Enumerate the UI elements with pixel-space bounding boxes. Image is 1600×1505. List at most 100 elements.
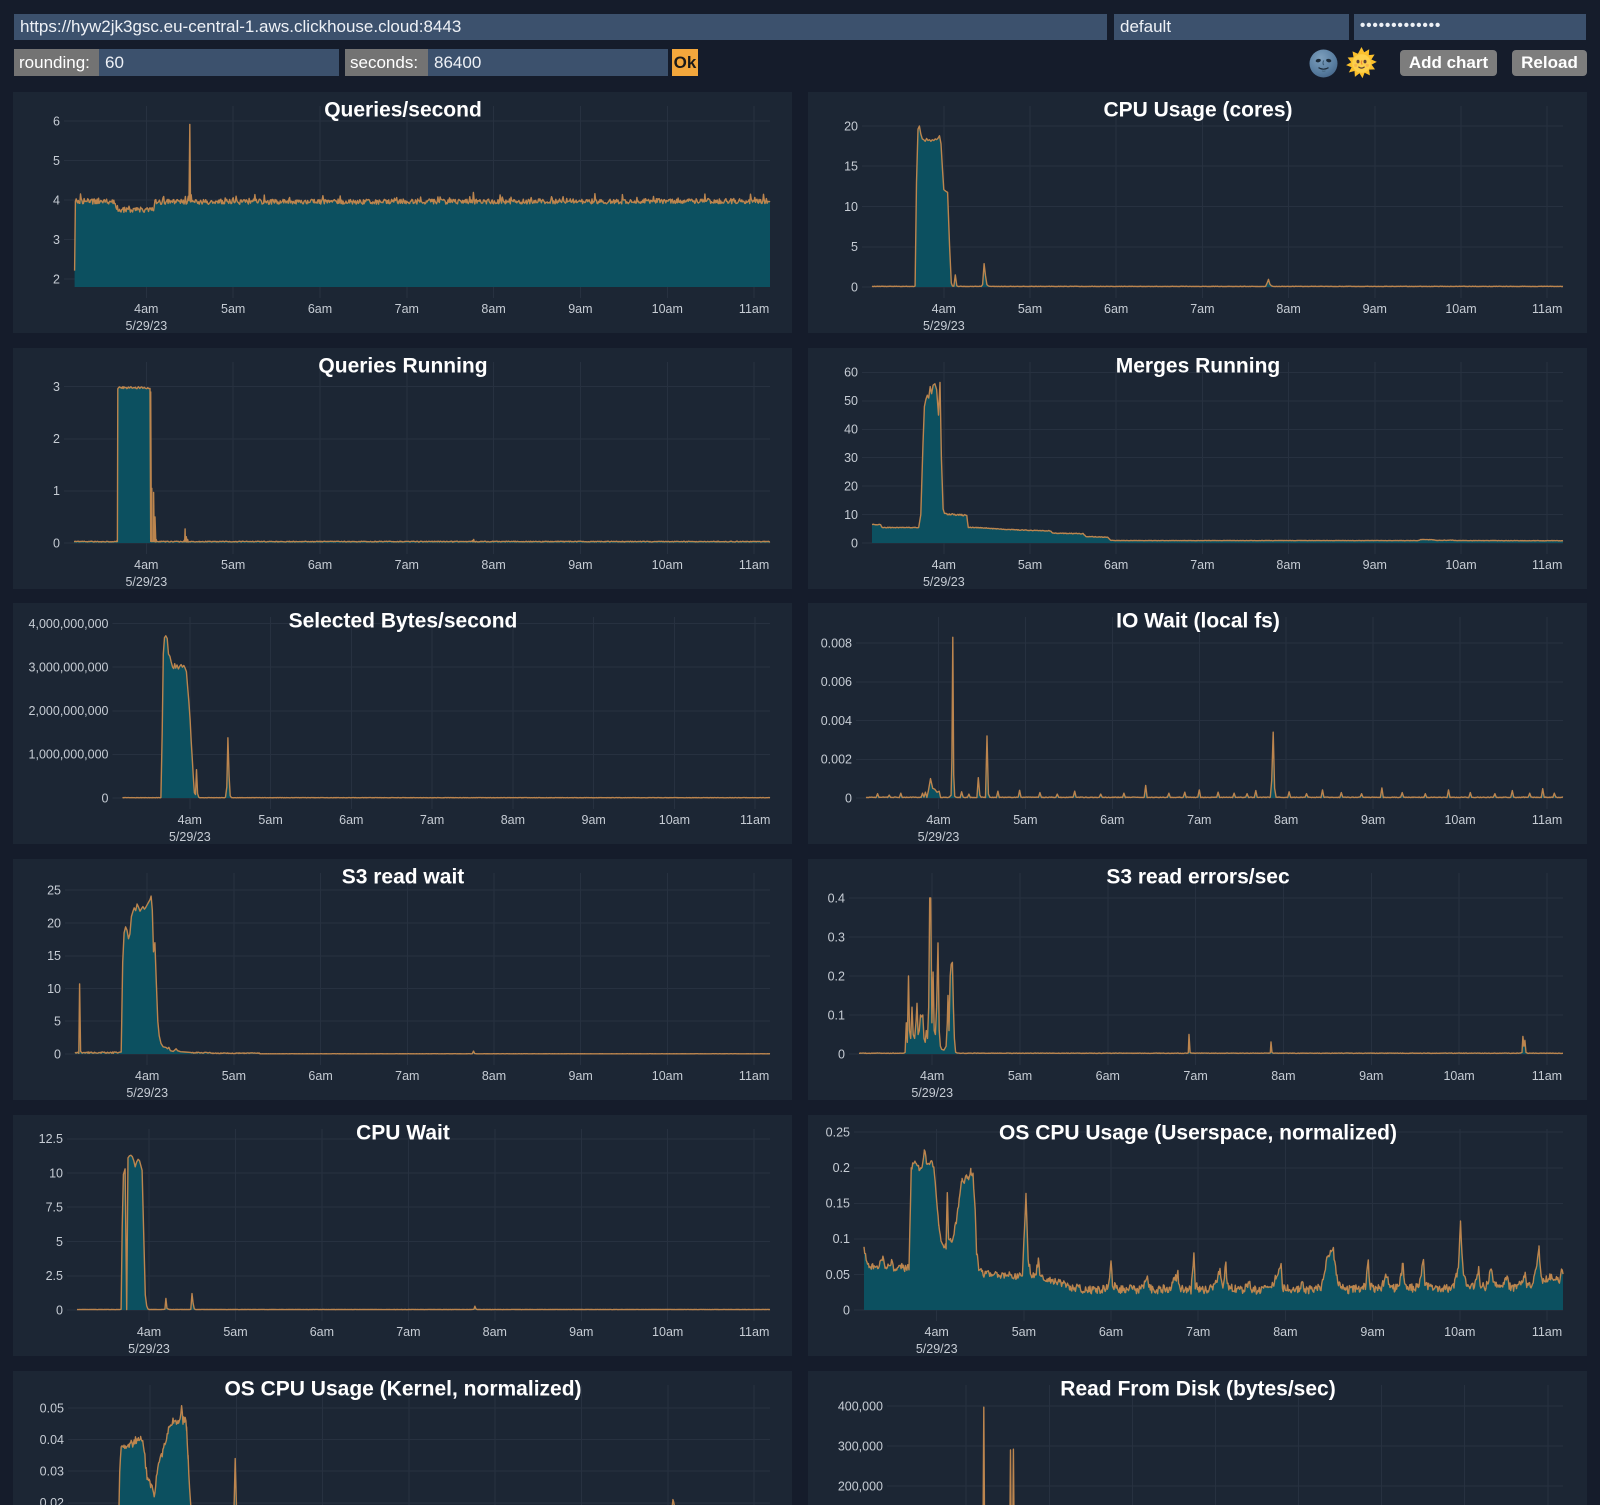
svg-text:S3 read errors/sec: S3 read errors/sec xyxy=(1106,866,1290,889)
svg-text:10am: 10am xyxy=(652,558,683,572)
svg-text:6am: 6am xyxy=(308,558,332,572)
svg-text:4am: 4am xyxy=(134,558,158,572)
svg-text:1,000,000,000: 1,000,000,000 xyxy=(29,748,109,762)
svg-text:0.02: 0.02 xyxy=(40,1496,64,1505)
svg-text:4am: 4am xyxy=(134,302,158,316)
svg-text:8am: 8am xyxy=(1274,813,1298,827)
svg-text:8am: 8am xyxy=(501,813,525,827)
svg-text:8am: 8am xyxy=(1276,558,1300,572)
svg-text:0.2: 0.2 xyxy=(833,1161,850,1175)
svg-text:0.15: 0.15 xyxy=(826,1197,850,1211)
svg-text:12.5: 12.5 xyxy=(39,1132,63,1146)
svg-text:0.2: 0.2 xyxy=(828,969,845,983)
svg-text:5am: 5am xyxy=(223,1325,247,1339)
svg-text:5: 5 xyxy=(54,1015,61,1029)
svg-text:15: 15 xyxy=(844,160,858,174)
svg-text:0: 0 xyxy=(851,536,858,550)
svg-text:5am: 5am xyxy=(1008,1069,1032,1083)
svg-text:2.5: 2.5 xyxy=(46,1269,63,1283)
svg-text:6am: 6am xyxy=(1100,813,1124,827)
svg-text:0.4: 0.4 xyxy=(828,891,845,905)
svg-text:6am: 6am xyxy=(1104,302,1128,316)
svg-text:11am: 11am xyxy=(1532,558,1562,572)
svg-text:5/29/23: 5/29/23 xyxy=(125,575,167,589)
svg-text:6am: 6am xyxy=(308,1069,332,1083)
svg-text:Queries Running: Queries Running xyxy=(318,355,487,378)
svg-text:7am: 7am xyxy=(1190,302,1214,316)
svg-text:0.05: 0.05 xyxy=(826,1268,850,1282)
svg-text:20: 20 xyxy=(844,479,858,493)
svg-text:10am: 10am xyxy=(652,1069,683,1083)
svg-text:5: 5 xyxy=(56,1235,63,1249)
svg-text:11am: 11am xyxy=(1532,813,1562,827)
svg-text:400,000: 400,000 xyxy=(838,1399,883,1413)
svg-text:40: 40 xyxy=(844,423,858,437)
svg-text:20: 20 xyxy=(844,119,858,133)
svg-text:9am: 9am xyxy=(568,558,592,572)
svg-text:9am: 9am xyxy=(569,1069,593,1083)
svg-text:4am: 4am xyxy=(137,1325,161,1339)
svg-text:10am: 10am xyxy=(1445,302,1476,316)
svg-text:0: 0 xyxy=(54,1047,61,1061)
svg-text:0: 0 xyxy=(838,1047,845,1061)
svg-text:7am: 7am xyxy=(1190,558,1214,572)
svg-text:8am: 8am xyxy=(1276,302,1300,316)
svg-text:5am: 5am xyxy=(1013,813,1037,827)
svg-text:5: 5 xyxy=(53,154,60,168)
svg-text:0.002: 0.002 xyxy=(821,753,852,767)
svg-text:7am: 7am xyxy=(1186,1325,1210,1339)
svg-text:Selected Bytes/second: Selected Bytes/second xyxy=(289,610,518,633)
svg-text:5/29/23: 5/29/23 xyxy=(169,830,211,844)
svg-text:5/29/23: 5/29/23 xyxy=(916,1342,958,1356)
svg-text:7am: 7am xyxy=(1187,813,1211,827)
svg-text:0.004: 0.004 xyxy=(821,714,852,728)
svg-text:4,000,000,000: 4,000,000,000 xyxy=(29,617,109,631)
svg-text:5/29/23: 5/29/23 xyxy=(126,1086,168,1100)
svg-text:5/29/23: 5/29/23 xyxy=(128,1342,170,1356)
svg-text:6am: 6am xyxy=(1099,1325,1123,1339)
svg-text:8am: 8am xyxy=(481,558,505,572)
svg-text:7am: 7am xyxy=(396,1325,420,1339)
svg-text:25: 25 xyxy=(47,884,61,898)
svg-text:5am: 5am xyxy=(1018,302,1042,316)
svg-text:0: 0 xyxy=(102,791,109,805)
svg-text:CPU Wait: CPU Wait xyxy=(356,1122,450,1145)
svg-text:S3 read wait: S3 read wait xyxy=(342,866,465,889)
svg-text:9am: 9am xyxy=(582,813,606,827)
svg-text:0: 0 xyxy=(851,280,858,294)
svg-text:Queries/second: Queries/second xyxy=(324,99,482,122)
svg-text:0.25: 0.25 xyxy=(826,1126,850,1140)
svg-text:IO Wait (local fs): IO Wait (local fs) xyxy=(1116,610,1280,633)
svg-text:10am: 10am xyxy=(652,1325,683,1339)
svg-text:6am: 6am xyxy=(1096,1069,1120,1083)
svg-text:CPU Usage (cores): CPU Usage (cores) xyxy=(1103,99,1292,122)
svg-text:0.05: 0.05 xyxy=(40,1401,64,1415)
svg-text:10am: 10am xyxy=(659,813,690,827)
svg-text:10: 10 xyxy=(49,1166,63,1180)
svg-text:11am: 11am xyxy=(739,1325,769,1339)
svg-text:2,000,000,000: 2,000,000,000 xyxy=(29,704,109,718)
svg-text:11am: 11am xyxy=(1532,1069,1562,1083)
svg-text:3: 3 xyxy=(53,380,60,394)
svg-text:5/29/23: 5/29/23 xyxy=(911,1086,953,1100)
svg-text:10am: 10am xyxy=(1444,813,1475,827)
svg-text:8am: 8am xyxy=(481,302,505,316)
svg-text:11am: 11am xyxy=(1532,1325,1562,1339)
svg-text:9am: 9am xyxy=(1363,302,1387,316)
svg-text:4: 4 xyxy=(53,193,60,207)
svg-text:5am: 5am xyxy=(258,813,282,827)
svg-text:4am: 4am xyxy=(932,302,956,316)
svg-text:9am: 9am xyxy=(1363,558,1387,572)
svg-text:0: 0 xyxy=(843,1303,850,1317)
svg-text:10am: 10am xyxy=(1443,1069,1474,1083)
svg-text:4am: 4am xyxy=(135,1069,159,1083)
svg-text:8am: 8am xyxy=(1271,1069,1295,1083)
svg-text:300,000: 300,000 xyxy=(838,1439,883,1453)
svg-text:0.03: 0.03 xyxy=(40,1465,64,1479)
svg-text:4am: 4am xyxy=(932,558,956,572)
svg-text:15: 15 xyxy=(47,949,61,963)
svg-text:7am: 7am xyxy=(395,302,419,316)
svg-text:6am: 6am xyxy=(310,1325,334,1339)
svg-text:11am: 11am xyxy=(740,813,770,827)
svg-text:Merges Running: Merges Running xyxy=(1116,355,1281,378)
